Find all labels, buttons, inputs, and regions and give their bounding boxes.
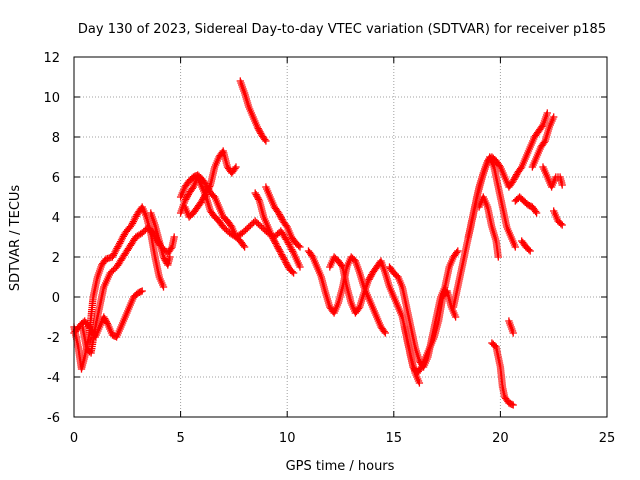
y-axis-ticks: -6 -4 -2 0 2 4 6 8 10 12 [43, 51, 607, 426]
y-tick-label: 4 [52, 211, 60, 226]
y-tick-label: -6 [47, 411, 60, 426]
y-tick-label: 2 [52, 251, 60, 266]
data-point [159, 283, 168, 291]
data-point [296, 243, 304, 251]
x-tick-label: 10 [279, 431, 296, 446]
x-tick-label: 0 [70, 431, 78, 446]
data-point [550, 113, 558, 121]
data-point [166, 253, 174, 261]
y-axis-label: SDTVAR / TECUs [8, 185, 23, 292]
data-point [415, 379, 424, 387]
data-point [240, 243, 249, 251]
y-tick-label: 6 [52, 171, 60, 186]
y-tick-label: 10 [43, 91, 60, 106]
data-point [262, 137, 270, 145]
plot-frame [73, 56, 608, 418]
data-point [511, 243, 519, 251]
data-point [509, 401, 517, 409]
x-axis-label: GPS time / hours [286, 459, 395, 474]
data-point [454, 247, 462, 255]
data-point [494, 253, 502, 261]
y-tick-label: -4 [47, 371, 60, 386]
y-tick-label: 12 [43, 51, 60, 66]
x-tick-label: 15 [386, 431, 403, 446]
data-point [381, 329, 389, 337]
chart-title: Day 130 of 2023, Sidereal Day-to-day VTE… [78, 22, 606, 37]
y-tick-label: -2 [47, 331, 60, 346]
data-point [170, 233, 178, 241]
x-tick-label: 20 [492, 431, 509, 446]
grid-lines [74, 57, 607, 417]
data-point [451, 313, 460, 321]
data-point [526, 247, 534, 255]
x-axis-ticks: 0 5 10 15 20 25 [70, 57, 615, 446]
data-point [296, 263, 304, 271]
data-point [558, 221, 566, 229]
data-point [532, 209, 541, 217]
y-tick-label: 0 [52, 291, 60, 306]
data-point [543, 109, 551, 117]
data-point [558, 181, 566, 189]
data-point [289, 269, 298, 277]
data-point [509, 329, 517, 337]
data-point [232, 163, 240, 171]
x-tick-label: 25 [599, 431, 616, 446]
y-tick-label: 8 [52, 131, 60, 146]
data-point [138, 287, 146, 295]
x-tick-label: 5 [176, 431, 184, 446]
data-points [70, 77, 566, 409]
